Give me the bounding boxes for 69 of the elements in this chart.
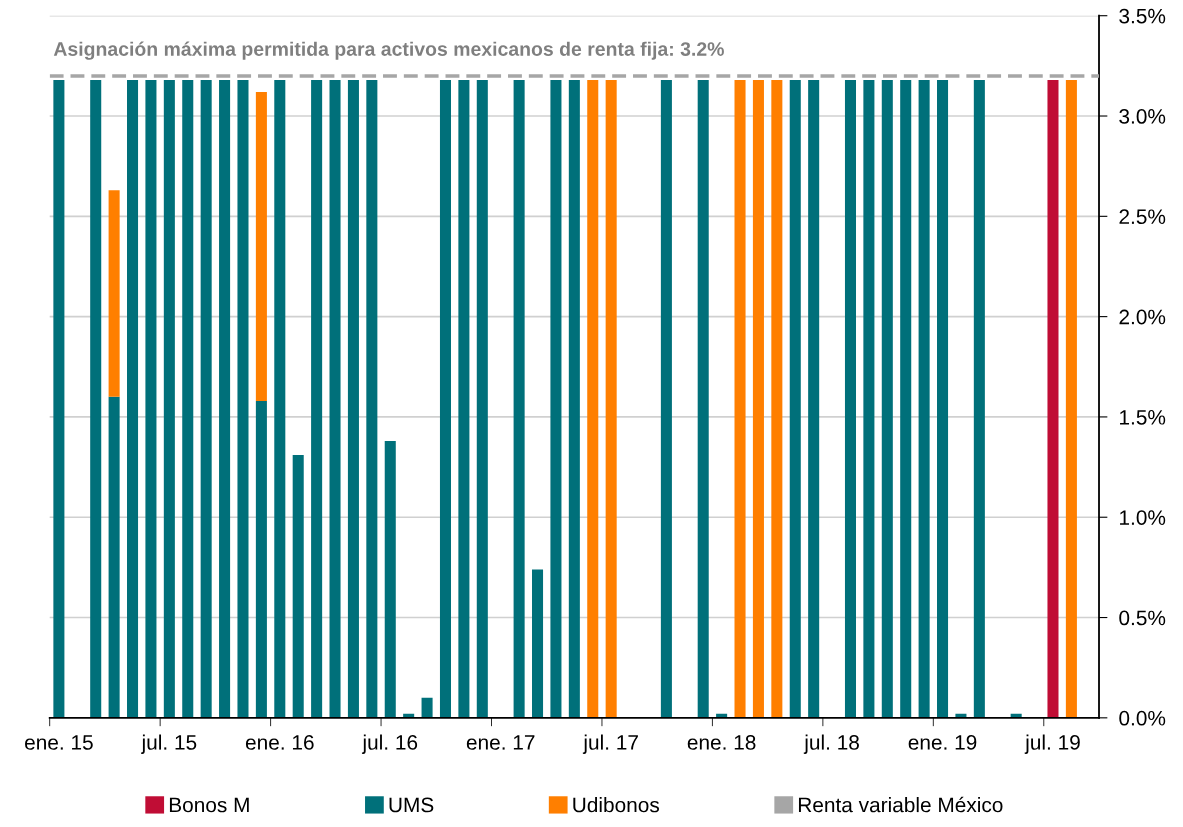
- x-tick-label: ene. 15: [25, 735, 93, 750]
- x-tick-label: jul. 15: [141, 734, 197, 754]
- bar: [752, 79, 764, 718]
- bar: [255, 400, 267, 718]
- bar: [605, 79, 617, 718]
- bar: [587, 79, 599, 718]
- legend-label: Bonos M: [169, 797, 249, 813]
- y-tick-label: 0.0%: [1119, 710, 1166, 726]
- bar: [881, 79, 893, 718]
- bar: [127, 79, 139, 718]
- bar: [1047, 79, 1059, 718]
- bar: [808, 79, 820, 718]
- y-tick-label: 2.0%: [1119, 309, 1166, 325]
- bar: [200, 79, 212, 718]
- y-tick-label: 1.5%: [1120, 410, 1166, 425]
- bar: [863, 79, 875, 718]
- bar: [439, 79, 452, 718]
- bar: [568, 79, 580, 718]
- bar: [900, 79, 912, 718]
- y-tick-label: 3.0%: [1119, 109, 1166, 124]
- legend-label: Renta variable México: [798, 796, 1003, 813]
- bar: [311, 79, 323, 718]
- y-tick-label: 3.5%: [1119, 8, 1166, 24]
- legend-label: UMS: [389, 797, 434, 813]
- bar: [90, 79, 102, 718]
- bar: [844, 79, 857, 718]
- bar: [532, 569, 544, 718]
- bar: [182, 79, 194, 718]
- bar: [476, 79, 488, 718]
- bar: [255, 91, 267, 401]
- bar: [292, 455, 304, 718]
- bar: [108, 190, 120, 397]
- y-tick-label: 1.0%: [1120, 510, 1166, 525]
- bar: [937, 79, 949, 718]
- bar: [329, 79, 341, 718]
- y-tick-label: 0.5%: [1119, 610, 1166, 626]
- bar: [108, 396, 120, 718]
- x-tick-label: jul. 17: [582, 734, 638, 754]
- x-tick-label: jul. 19: [1024, 734, 1080, 754]
- bar: [366, 79, 378, 718]
- bar: [771, 79, 783, 718]
- x-tick-label: ene. 16: [245, 735, 314, 750]
- bar: [384, 441, 396, 718]
- bar: [347, 79, 359, 718]
- legend-label: Udibonos: [573, 797, 660, 813]
- y-tick-label: 2.5%: [1119, 209, 1166, 225]
- x-tick-label: ene. 17: [466, 735, 535, 750]
- ref-line-label: Asignación máxima permitida para activos mexicanos de renta fija: 3.2%: [53, 41, 724, 60]
- bar: [53, 79, 65, 718]
- bar: [237, 79, 249, 718]
- x-tick-label: jul. 16: [361, 734, 418, 754]
- bar: [789, 79, 801, 718]
- bar: [973, 79, 985, 718]
- bar: [458, 79, 470, 718]
- bar: [918, 79, 930, 718]
- bar: [513, 79, 525, 718]
- x-tick-label: jul. 18: [803, 734, 859, 754]
- x-tick-label: ene. 19: [908, 735, 977, 750]
- bar: [274, 79, 286, 718]
- bar: [163, 79, 175, 718]
- bar: [145, 79, 157, 718]
- x-tick-label: ene. 18: [687, 735, 756, 750]
- bar: [734, 79, 746, 718]
- bar: [660, 79, 672, 718]
- bar: [421, 697, 433, 718]
- bar: [1065, 79, 1077, 718]
- bar: [219, 79, 231, 718]
- bar: [550, 79, 562, 718]
- bar: [697, 79, 709, 718]
